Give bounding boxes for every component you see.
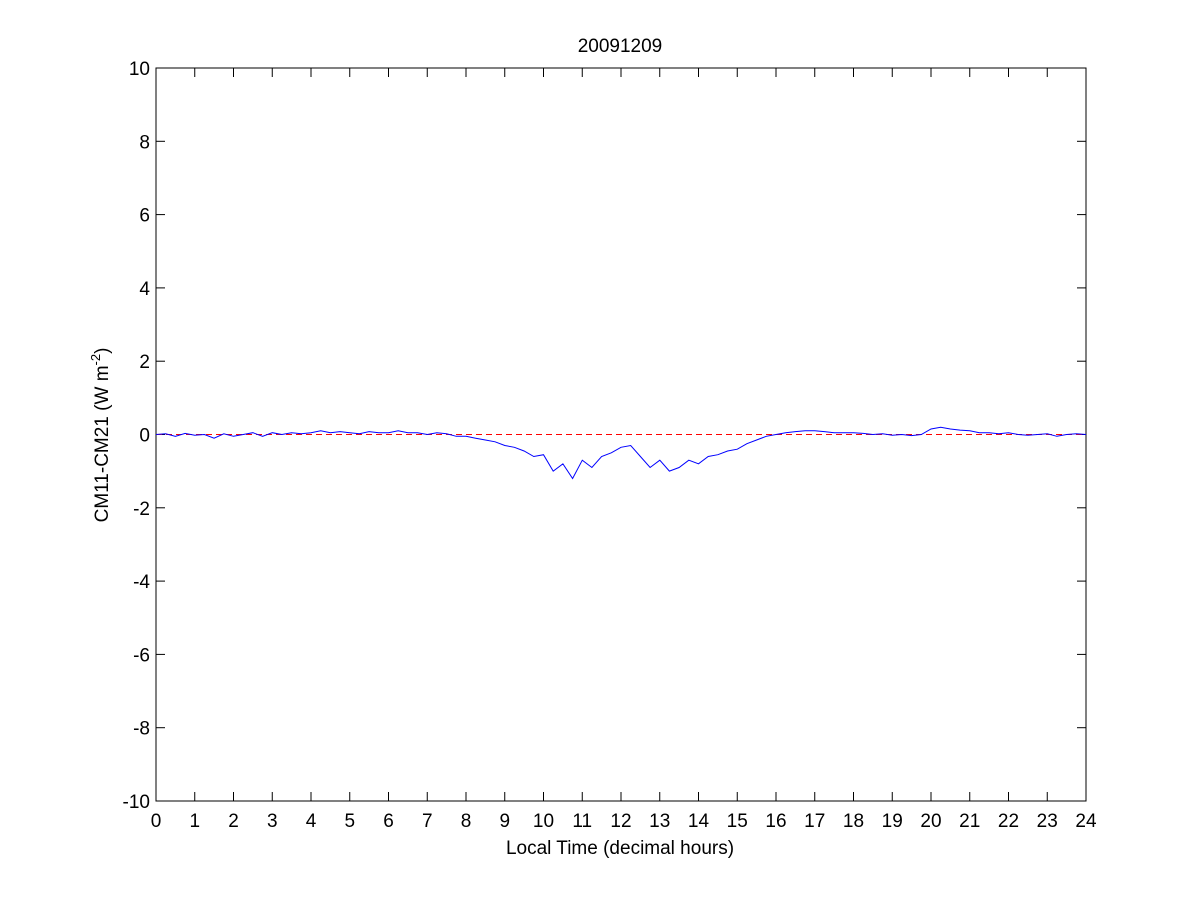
axis-ticks (155, 67, 1087, 802)
x-tick-label: 21 (959, 811, 980, 832)
y-tick-label: 10 (129, 59, 150, 80)
y-axis-label: CM11-CM21 (W m-2) (88, 348, 113, 523)
y-tick-label: 6 (139, 206, 150, 227)
y-tick-label: 0 (139, 426, 150, 447)
x-tick-label: 11 (572, 811, 592, 832)
x-tick-label: 5 (344, 811, 355, 832)
x-tick-label: 3 (267, 811, 278, 832)
x-tick-label: 19 (882, 811, 903, 832)
y-axis-label-main: CM11-CM21 (W m (92, 365, 113, 522)
x-tick-label: 17 (804, 811, 825, 832)
x-tick-label: 15 (727, 811, 748, 832)
y-tick-label: 2 (139, 352, 150, 373)
x-tick-label: 6 (383, 811, 394, 832)
x-tick-label: 1 (189, 811, 200, 832)
x-tick-label: 0 (151, 811, 162, 832)
x-tick-label: 24 (1075, 811, 1097, 832)
y-tick-label: -8 (133, 719, 150, 740)
y-tick-label: -2 (133, 499, 150, 520)
x-tick-label: 23 (1037, 811, 1058, 832)
y-tick-label: 8 (139, 132, 150, 153)
x-tick-label: 4 (306, 811, 317, 832)
x-tick-label: 9 (499, 811, 510, 832)
x-axis-label: Local Time (decimal hours) (506, 838, 734, 859)
series-line (155, 426, 1087, 480)
x-tick-label: 10 (533, 811, 554, 832)
y-tick-label: -6 (133, 645, 150, 666)
y-tick-label: -10 (123, 792, 150, 813)
x-tick-label: 2 (228, 811, 239, 832)
x-tick-label: 18 (843, 811, 864, 832)
x-tick-label: 7 (422, 811, 433, 832)
y-tick-label: -4 (133, 572, 150, 593)
x-tick-label: 8 (461, 811, 472, 832)
y-axis-label-close: ) (92, 348, 113, 354)
axis-tick-labels: 0 1 2 3 4 5 6 7 8 9 10 11 12 13 14 15 16 17 18 19 20 21 22 23 24… (123, 59, 1097, 832)
x-tick-label: 13 (649, 811, 670, 832)
y-axis-label-superscript: -2 (88, 354, 103, 366)
x-tick-label: 22 (998, 811, 1019, 832)
chart-title: 20091209 (578, 36, 663, 57)
x-tick-label: 14 (688, 811, 710, 832)
y-tick-label: 4 (139, 279, 150, 300)
x-tick-label: 12 (610, 811, 631, 832)
x-tick-label: 16 (765, 811, 786, 832)
x-tick-label: 20 (920, 811, 941, 832)
